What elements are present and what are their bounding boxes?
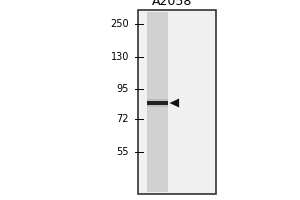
Bar [147, 99, 168, 107]
Text: 130: 130 [111, 52, 129, 62]
Bar [147, 101, 168, 105]
Bar [148, 84, 166, 93]
Text: 72: 72 [116, 114, 129, 124]
Text: A2058: A2058 [152, 0, 192, 8]
Bar [148, 111, 166, 120]
Bar [148, 66, 166, 75]
Bar [148, 12, 166, 21]
Bar [148, 93, 166, 102]
Bar [138, 10, 216, 194]
Bar [148, 39, 166, 48]
Bar [147, 12, 168, 192]
Bar [148, 57, 166, 66]
Bar [148, 30, 166, 39]
Text: 55: 55 [116, 147, 129, 157]
Bar [148, 165, 166, 174]
Polygon shape [169, 99, 179, 107]
Text: 95: 95 [117, 84, 129, 94]
Bar [148, 138, 166, 147]
Bar [148, 147, 166, 156]
Bar [148, 129, 166, 138]
Bar [148, 21, 166, 30]
Bar [147, 101, 168, 105]
Bar [148, 75, 166, 84]
Bar [148, 156, 166, 165]
Bar [148, 183, 166, 192]
Bar [148, 48, 166, 57]
Bar [148, 174, 166, 183]
Bar [148, 120, 166, 129]
Bar [148, 102, 166, 111]
Text: 250: 250 [110, 19, 129, 29]
